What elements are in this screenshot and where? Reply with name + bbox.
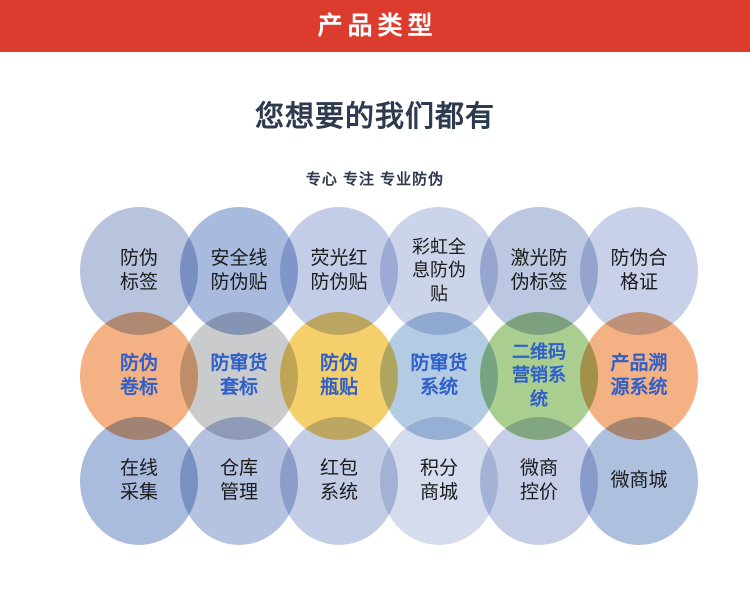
bubble-label: 积分 商城: [419, 457, 458, 503]
bubble-label: 仓库 管理: [219, 457, 258, 503]
bubble-label: 二维码 营销系统: [512, 342, 566, 409]
bubble-row2-item6[interactable]: 产品溯 源系统: [580, 312, 698, 440]
bubble-label: 在线 采集: [119, 457, 158, 503]
header-band: 产品类型: [0, 0, 750, 52]
bubble-row3-item2[interactable]: 仓库 管理: [180, 417, 298, 545]
bubble-label: 防伪 瓶贴: [319, 352, 358, 398]
bubble-row3-item5[interactable]: 微商 控价: [480, 417, 598, 545]
bubble-label: 防窜货 套标: [210, 352, 268, 398]
bubble-label: 激光防 伪标签: [510, 247, 568, 293]
sub-heading: 专心 专注 专业防伪: [305, 171, 445, 188]
bubble-row3-item1[interactable]: 在线 采集: [80, 417, 198, 545]
main-heading: 您想要的我们都有: [254, 101, 495, 133]
bubble-label: 红包 系统: [319, 457, 358, 503]
bubble-label: 彩虹全 息防伪贴: [412, 237, 466, 304]
bubble-label: 微商城: [610, 469, 668, 491]
page-title: 产品类型: [317, 11, 438, 40]
bubble-row3-item6[interactable]: 微商城: [580, 417, 698, 545]
bubble-label: 荧光红 防伪贴: [310, 247, 368, 293]
bubble-label: 安全线 防伪贴: [210, 247, 268, 293]
bubble-row3-item3[interactable]: 红包 系统: [280, 417, 398, 545]
bubble-label: 防伪 卷标: [119, 352, 158, 398]
bubble-label: 微商 控价: [519, 457, 558, 503]
bubble-row3-item4[interactable]: 积分 商城: [380, 417, 498, 545]
bubble-label: 防伪 标签: [119, 247, 158, 293]
bubble-label: 防伪合 格证: [610, 247, 668, 293]
bubble-label: 产品溯 源系统: [610, 352, 668, 398]
bubble-label: 防窜货 系统: [410, 352, 468, 398]
